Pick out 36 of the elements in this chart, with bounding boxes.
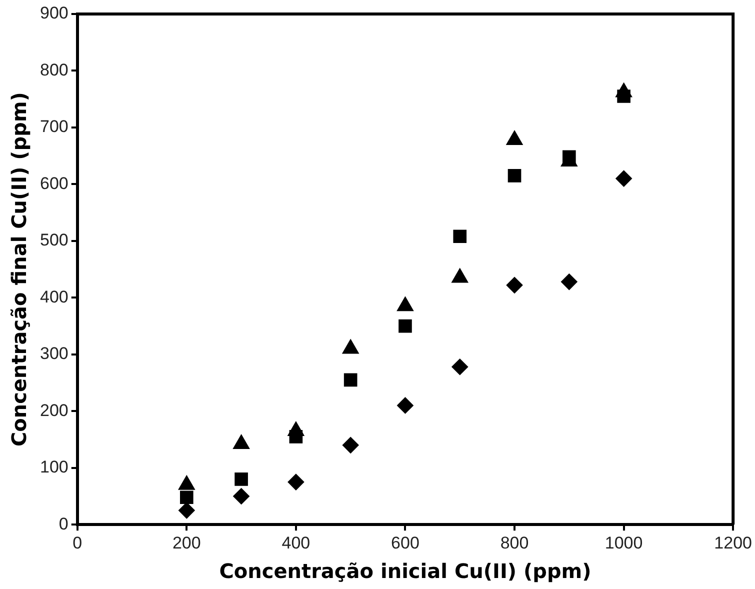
y-tick-label: 500 — [40, 230, 68, 250]
y-tick-label: 100 — [40, 458, 68, 477]
point — [397, 397, 414, 414]
y-tick-label: 900 — [40, 4, 68, 23]
point — [344, 373, 358, 387]
x-tick-label: 0 — [72, 533, 82, 552]
point — [398, 319, 412, 333]
x-tick-label: 1200 — [714, 533, 752, 552]
point — [178, 502, 195, 518]
x-tick-label: 600 — [391, 533, 420, 552]
point — [288, 474, 304, 490]
y-tick-label: 200 — [40, 400, 68, 420]
point — [452, 358, 468, 375]
point — [508, 169, 522, 182]
point — [562, 150, 576, 164]
x-axis-title: Concentração inicial Cu(II) (ppm) — [219, 559, 592, 584]
point — [180, 490, 194, 504]
point — [453, 230, 467, 244]
x-tick-label: 400 — [282, 533, 310, 552]
y-tick-label: 0 — [58, 514, 68, 534]
point — [561, 274, 578, 290]
y-tick-label: 300 — [40, 344, 68, 364]
y-tick-label: 400 — [40, 287, 68, 306]
x-tick-label: 800 — [500, 533, 529, 552]
y-tick-label: 700 — [40, 117, 68, 136]
point — [506, 277, 523, 294]
point — [233, 488, 250, 504]
x-tick-label: 200 — [172, 533, 201, 552]
point — [616, 170, 632, 187]
y-tick-label: 600 — [40, 174, 68, 193]
point — [234, 472, 248, 486]
y-tick-label: 800 — [40, 60, 68, 80]
point — [342, 437, 359, 454]
x-tick-label: 1000 — [604, 533, 643, 552]
point — [289, 430, 303, 444]
y-axis-title: Concentração final Cu(II) (ppm) — [7, 92, 32, 447]
